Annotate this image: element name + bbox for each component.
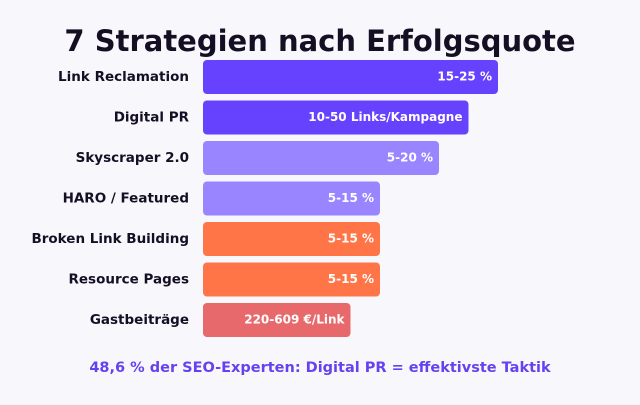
value-label: 15-25 % <box>437 70 492 84</box>
bar <box>203 60 498 94</box>
value-label: 5-20 % <box>387 151 433 165</box>
bar <box>203 262 380 297</box>
annotation: 48,6 % der SEO-Experten: Digital PR = ef… <box>89 360 551 376</box>
chart-title: 7 Strategien nach Erfolgsquote <box>64 24 575 58</box>
bar <box>203 100 469 135</box>
bar <box>203 141 439 175</box>
category-label: Gastbeiträge <box>90 312 189 328</box>
value-label: 5-15 % <box>328 191 374 205</box>
category-label: Skyscraper 2.0 <box>76 150 189 166</box>
bar <box>203 222 380 256</box>
value-label: 5-15 % <box>328 272 374 286</box>
bar <box>203 303 351 337</box>
value-label: 5-15 % <box>328 232 374 246</box>
category-label: Digital PR <box>114 110 190 126</box>
category-label: Link Reclamation <box>58 69 189 85</box>
bar <box>203 181 380 216</box>
category-label: HARO / Featured <box>63 191 189 207</box>
value-label: 10-50 Links/Kampagne <box>308 110 462 124</box>
category-label: Broken Link Building <box>31 231 189 247</box>
value-label: 220-609 €/Link <box>244 313 345 327</box>
category-label: Resource Pages <box>69 272 190 288</box>
